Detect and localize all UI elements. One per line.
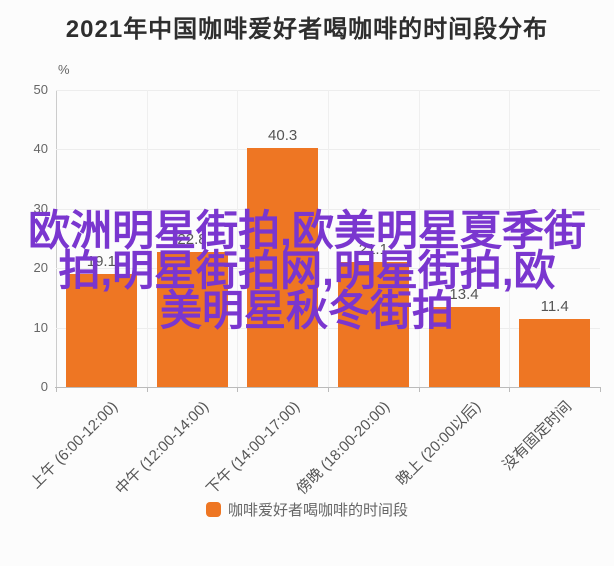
x-tick-mark xyxy=(600,387,601,392)
category-split-line xyxy=(509,90,511,387)
y-tick-label: 20 xyxy=(33,260,48,276)
y-axis-unit-label: % xyxy=(58,62,70,77)
y-tick-label: 30 xyxy=(33,200,48,216)
x-tick-mark xyxy=(418,387,420,392)
bar-3 xyxy=(337,261,409,387)
y-tick-label: 0 xyxy=(40,379,48,394)
bar-0 xyxy=(65,273,137,387)
x-tick-mark xyxy=(509,387,511,392)
watermark-text: 欧洲明星街拍,欧美明星夏季街 拍,明星街拍网,明星街拍,欧 美明星秋冬街拍 xyxy=(0,207,614,334)
x-axis-label-5: 没有固定时间 xyxy=(499,398,575,474)
bar-value-label: 13.4 xyxy=(449,286,479,304)
x-axis-label-4: 晚上 (20:00以后) xyxy=(393,398,485,490)
bar-2 xyxy=(247,147,319,387)
x-axis-label-1: 中午 (12:00-14:00) xyxy=(112,398,213,498)
bar-value-label: 40.3 xyxy=(268,126,298,144)
bar-5 xyxy=(519,319,591,387)
bar-value-label: 22.8 xyxy=(177,230,207,248)
y-tick-label: 50 xyxy=(33,82,48,97)
bar-value-label: 11.4 xyxy=(540,298,569,316)
category-split-line xyxy=(146,90,148,387)
watermark-line: 拍,明星街拍网,明星街拍,欧 xyxy=(58,247,556,294)
watermark-line: 欧洲明星街拍,欧美明星夏季街 xyxy=(28,207,586,254)
chart-title: 2021年中国咖啡爱好者喝咖啡的时间段分布 xyxy=(65,16,549,43)
bar-value-label: 21.1 xyxy=(358,240,388,258)
y-axis-line xyxy=(56,90,57,387)
category-split-line xyxy=(237,90,239,387)
watermark-line: 美明星秋冬街拍 xyxy=(159,287,454,334)
legend: 咖啡爱好者喝咖啡的时间段 xyxy=(0,499,614,520)
x-axis-label-3: 傍晚 (18:00-20:00) xyxy=(293,398,394,498)
bar-4 xyxy=(428,307,500,387)
bar-1 xyxy=(156,251,228,387)
x-tick-mark xyxy=(56,387,57,392)
y-tick-label: 40 xyxy=(33,141,48,157)
x-tick-mark xyxy=(146,387,148,392)
plot-area: 19.1 22.8 40.3 21.1 13.4 11.4 xyxy=(55,90,601,388)
bar-value-label: 19.1 xyxy=(86,252,116,270)
x-axis-label-2: 下午 (14:00-17:00) xyxy=(202,398,303,498)
legend-swatch-icon xyxy=(205,502,221,517)
x-tick-mark xyxy=(328,387,329,392)
y-tick-label: 10 xyxy=(33,319,48,335)
category-split-line xyxy=(328,90,329,387)
category-split-line xyxy=(418,90,420,387)
x-tick-mark xyxy=(237,387,239,392)
legend-label: 咖啡爱好者喝咖啡的时间段 xyxy=(227,502,408,519)
